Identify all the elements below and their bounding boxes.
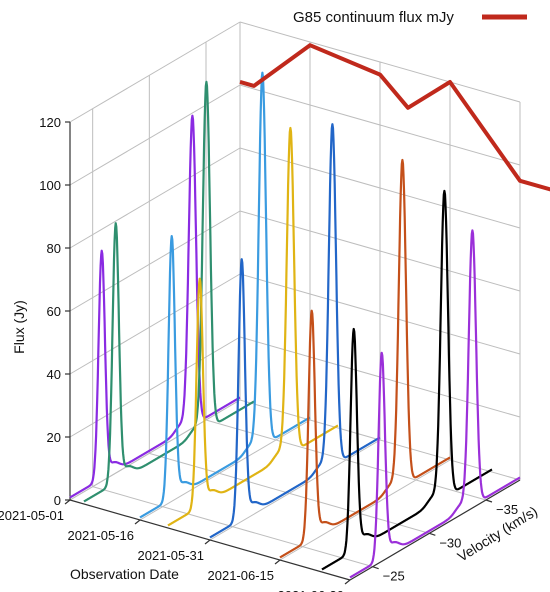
y-tick-label: 120: [39, 115, 61, 130]
grid-line: [69, 336, 241, 438]
date-tick-mark: [204, 539, 211, 545]
date-tick-label: 2021-05-01: [0, 508, 64, 523]
grid-line: [69, 147, 241, 249]
grid-line: [69, 84, 241, 186]
grid-line: [69, 210, 241, 312]
date-tick-mark: [274, 559, 281, 565]
date-tick-label: 2021-05-16: [68, 528, 135, 543]
axis-labels: 0204060801001202021-05-012021-05-162021-…: [0, 115, 540, 592]
grid-line: [69, 399, 241, 501]
velocity-tick-mark: [485, 499, 493, 503]
y-axis-title: Flux (Jy): [11, 300, 27, 354]
date-axis-title: Observation Date: [70, 566, 179, 582]
grid-line: [209, 439, 381, 541]
y-tick-label: 0: [54, 493, 61, 508]
spectrum-line: [139, 71, 311, 519]
grid-line: [69, 21, 241, 123]
spectrum-line: [69, 114, 241, 499]
continuum-line: [239, 43, 550, 192]
y-tick-label: 100: [39, 178, 61, 193]
date-tick-label: 2021-05-31: [138, 548, 205, 563]
grid-line: [69, 273, 241, 375]
date-tick-label: 2021-06-15: [208, 568, 275, 583]
velocity-tick-mark: [372, 566, 379, 570]
velocity-tick-label: −25: [383, 569, 405, 584]
grid-line: [279, 459, 451, 561]
velocity-axis: [349, 479, 521, 581]
spectrum-line: [83, 80, 255, 503]
grid-line: [92, 486, 373, 568]
spectrum-line: [209, 123, 381, 539]
spectra: [69, 71, 521, 579]
y-tick-label: 20: [47, 430, 61, 445]
legend: G85 continuum flux mJy: [293, 9, 527, 26]
date-tick-label: 2021-06-30: [278, 588, 345, 592]
date-tick-mark: [344, 579, 351, 585]
continuum-series: [239, 43, 550, 192]
y-tick-label: 80: [47, 241, 61, 256]
y-tick-label: 60: [47, 304, 61, 319]
grid-line: [149, 452, 430, 534]
legend-label: G85 continuum flux mJy: [293, 9, 454, 26]
date-tick-mark: [64, 499, 71, 505]
velocity-tick-label: −35: [496, 502, 518, 517]
spectrum-line: [349, 229, 521, 579]
y-tick-label: 40: [47, 367, 61, 382]
date-tick-mark: [134, 519, 141, 525]
spectrum-line: [279, 158, 451, 559]
spectrum-line: [167, 126, 339, 527]
velocity-tick-mark: [429, 532, 436, 536]
velocity-tick-label: −30: [439, 535, 461, 550]
